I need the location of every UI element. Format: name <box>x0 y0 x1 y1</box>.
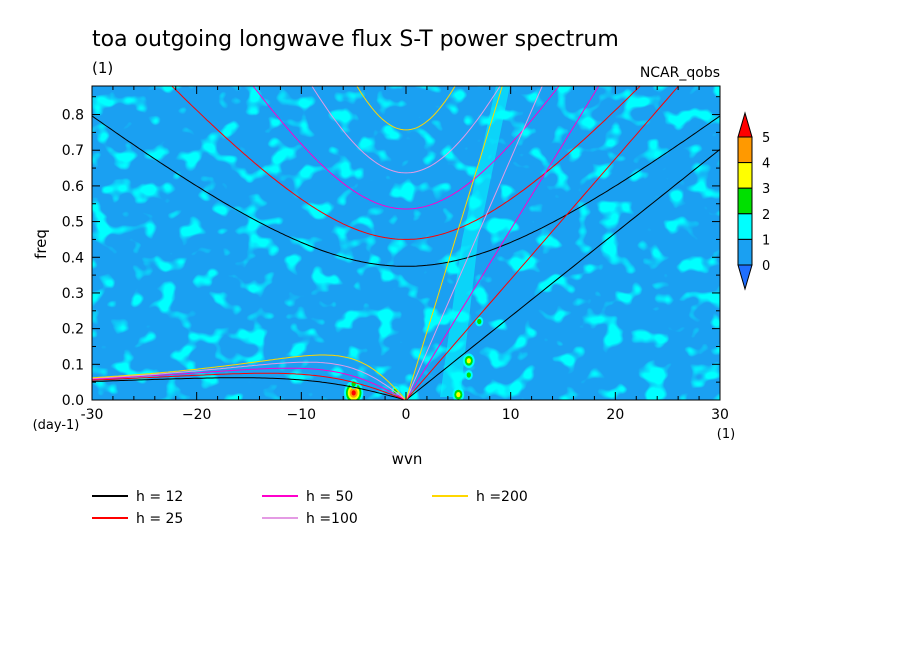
gravity-curve <box>252 86 560 210</box>
colorbar-label: 1 <box>762 233 770 248</box>
legend-label: h =200 <box>476 489 528 505</box>
y-tick-label: 0.8 <box>62 108 84 124</box>
units-label: (1) <box>92 59 113 77</box>
x-tick-label: −10 <box>287 407 317 423</box>
rossby-curve <box>92 377 407 400</box>
x-units-label: (1) <box>717 427 735 442</box>
colorbar-label: 3 <box>762 182 770 197</box>
colorbar-bin <box>737 187 753 215</box>
gravity-curve <box>92 115 720 267</box>
x-tick-label: −20 <box>182 407 212 423</box>
y-axis: 0.0 0.1 0.2 0.3 0.4 0.5 0.6 0.7 0.8 <box>62 96 720 409</box>
hotspot <box>477 318 482 325</box>
kelvin-curve <box>405 86 600 400</box>
x-axis: -30 −20 −10 0 10 20 30 <box>81 86 729 423</box>
rossby-curve <box>92 367 407 400</box>
colorbar-label: 4 <box>762 157 770 172</box>
y-tick-label: 0.4 <box>62 250 84 266</box>
hotspot <box>351 390 356 396</box>
rossby-curve <box>92 372 407 400</box>
colorbar-label: 5 <box>762 131 770 146</box>
legend-label: h =100 <box>306 511 358 527</box>
y-tick-label: 0.2 <box>62 322 84 338</box>
x-tick-label: 0 <box>402 407 411 423</box>
hotspot <box>456 392 461 398</box>
colorbar-label: 2 <box>762 208 770 223</box>
legend-label: h = 12 <box>136 489 183 505</box>
kelvin-curve <box>405 148 720 400</box>
y-tick-label: 0.5 <box>62 215 84 231</box>
colorbar-max-arrow <box>737 111 753 138</box>
y-tick-label: 0.1 <box>62 357 84 373</box>
x-tick-label: 10 <box>502 407 520 423</box>
gravity-curve <box>171 86 641 240</box>
kelvin-curve <box>405 86 543 400</box>
x-tick-label: -30 <box>81 407 104 423</box>
hotspot <box>466 358 471 364</box>
colorbar-bin <box>737 213 753 240</box>
kelvin-curve <box>405 86 680 400</box>
colorbar-bin <box>737 238 753 266</box>
y-tick-label: 0.3 <box>62 286 84 302</box>
y-tick-label: 0.0 <box>62 393 84 409</box>
colorbar-bin <box>737 162 753 189</box>
colorbar-bin <box>737 136 753 164</box>
x-tick-label: 30 <box>711 407 729 423</box>
gravity-curve <box>311 86 501 174</box>
plot-area <box>91 85 721 401</box>
colorbar-min-arrow <box>737 264 753 291</box>
source-label: NCAR_qobs <box>640 65 720 81</box>
dispersion-curves <box>92 86 720 400</box>
y-units-label: (day-1) <box>33 418 80 433</box>
y-tick-label: 0.6 <box>62 179 84 195</box>
rossby-curve <box>92 361 407 400</box>
chart-title: toa outgoing longwave flux S-T power spe… <box>92 27 619 52</box>
legend-label: h = 25 <box>136 511 183 527</box>
legend-label: h = 50 <box>306 489 353 505</box>
kelvin-curve <box>405 86 503 400</box>
colorbar: 0 1 2 3 4 5 <box>737 111 770 291</box>
noise-texture <box>92 86 720 400</box>
y-tick-label: 0.7 <box>62 143 84 159</box>
hotspot <box>466 372 471 378</box>
x-tick-label: 20 <box>606 407 624 423</box>
gravity-curve <box>356 86 456 131</box>
rossby-curve <box>92 354 407 400</box>
colorbar-label: 0 <box>762 259 770 274</box>
legend: h = 12 h = 25 h = 50 h =100 h =200 <box>92 489 528 527</box>
x-axis-label: wvn <box>392 450 423 468</box>
y-axis-label: freq <box>32 229 50 259</box>
